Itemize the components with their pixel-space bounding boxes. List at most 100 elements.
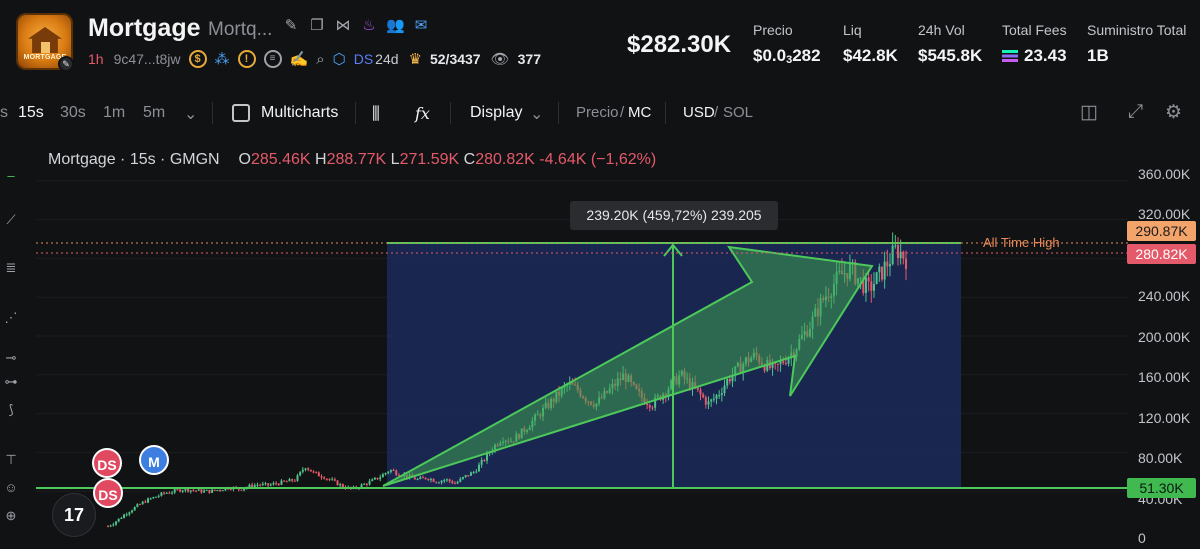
tradingview-logo-icon[interactable]: 17 bbox=[52, 493, 96, 537]
display-menu[interactable]: Display bbox=[470, 104, 523, 121]
candle-body bbox=[376, 477, 379, 480]
dollar-circle-icon[interactable]: $ bbox=[188, 50, 207, 68]
pattern-icon[interactable]: ⋰ bbox=[4, 310, 18, 325]
zoom-icon[interactable]: ⊕ bbox=[5, 508, 17, 523]
chat-icon[interactable]: ✉ bbox=[414, 17, 428, 34]
crosshair-icon[interactable]: – bbox=[7, 168, 15, 183]
candle-body bbox=[469, 472, 472, 476]
stat-label: Suministro Total bbox=[1087, 22, 1187, 38]
holders-count[interactable]: 52/3437 bbox=[429, 51, 481, 67]
fullscreen-icon[interactable]: ⤢ bbox=[1128, 101, 1144, 122]
candle-body bbox=[483, 459, 486, 461]
candle-body bbox=[248, 484, 251, 488]
toggle-separator: / bbox=[714, 104, 719, 121]
display-chevron-icon[interactable]: ⌄ bbox=[530, 106, 544, 123]
candle-body bbox=[477, 464, 480, 472]
token-symbol: Mortq... bbox=[208, 19, 273, 40]
candle-body bbox=[384, 472, 387, 475]
candle-body bbox=[141, 501, 144, 505]
multicharts-label[interactable]: Multicharts bbox=[261, 104, 339, 121]
usd-toggle[interactable]: USD bbox=[683, 104, 715, 121]
note-icon[interactable]: ✍ bbox=[289, 51, 309, 68]
trendline-icon[interactable]: ⟋ bbox=[6, 212, 16, 227]
interval-30s[interactable]: 30s bbox=[60, 104, 86, 121]
eye-icon: 👁 bbox=[490, 51, 510, 68]
price-chart[interactable] bbox=[24, 140, 1200, 549]
candle-body bbox=[899, 251, 902, 259]
mc-toggle[interactable]: MC bbox=[628, 104, 652, 121]
divider bbox=[665, 102, 666, 124]
candle-body bbox=[731, 374, 734, 382]
m-marker[interactable]: M bbox=[139, 445, 169, 475]
candle-body bbox=[299, 471, 302, 476]
candle-body bbox=[117, 518, 120, 522]
low-value: 271.59K bbox=[399, 151, 460, 168]
candle-body bbox=[702, 394, 705, 398]
ds-label[interactable]: DS bbox=[353, 51, 374, 67]
candle-body bbox=[256, 484, 259, 486]
market-cap: $282.30K bbox=[627, 31, 732, 58]
stat-value: $0.03282 bbox=[753, 46, 821, 66]
candle-body bbox=[277, 483, 280, 485]
interval-15s[interactable]: 15s bbox=[18, 104, 44, 121]
candle-body bbox=[472, 472, 475, 474]
candle-body bbox=[905, 258, 907, 270]
flame-icon[interactable]: ♨ bbox=[362, 17, 376, 34]
candle-body bbox=[147, 498, 150, 503]
text-icon[interactable]: ⊤ bbox=[5, 452, 17, 467]
candle-body bbox=[648, 404, 651, 408]
interval-5m[interactable]: 5m bbox=[143, 104, 166, 121]
brush-icon[interactable]: ⟆ bbox=[8, 402, 14, 417]
settings-gear-icon[interactable]: ⚙ bbox=[1165, 102, 1183, 123]
candle-body bbox=[864, 277, 867, 294]
camera-icon[interactable]: ◫ bbox=[1080, 102, 1098, 123]
users-icon[interactable]: 👥 bbox=[386, 17, 405, 34]
candle-body bbox=[285, 481, 288, 483]
token-logo[interactable]: MORTGAGE bbox=[16, 13, 73, 70]
fib-icon[interactable]: ≣ bbox=[5, 260, 17, 275]
ds-marker[interactable]: DS bbox=[93, 478, 123, 508]
divider bbox=[355, 102, 356, 124]
candle-body bbox=[136, 504, 139, 507]
candle-body bbox=[699, 389, 702, 395]
candle-body bbox=[440, 480, 443, 483]
candle-body bbox=[784, 363, 787, 365]
share-icon[interactable]: ⋈ bbox=[335, 17, 351, 34]
candle-body bbox=[272, 483, 275, 485]
interval-1m[interactable]: 1m bbox=[103, 104, 126, 121]
ruler-icon[interactable]: ⊶ bbox=[4, 374, 18, 389]
candle-body bbox=[253, 485, 256, 488]
price-toggle[interactable]: Precio bbox=[576, 104, 619, 121]
trend-arrow[interactable] bbox=[382, 245, 874, 487]
search-icon[interactable]: ⌕ bbox=[316, 50, 325, 68]
contract-address[interactable]: 9c47...t8jw bbox=[113, 51, 181, 67]
candle-body bbox=[870, 281, 873, 291]
warning-icon[interactable]: ! bbox=[237, 50, 256, 68]
candle-body bbox=[464, 475, 467, 477]
multicharts-checkbox[interactable] bbox=[232, 104, 250, 122]
interval-dropdown-icon[interactable]: ⌄ bbox=[184, 106, 198, 123]
candle-body bbox=[168, 492, 171, 494]
indicators-icon[interactable]: fx bbox=[415, 104, 430, 123]
candle-body bbox=[184, 488, 187, 491]
candle-body bbox=[696, 387, 699, 390]
list-icon[interactable]: ≡ bbox=[263, 50, 282, 68]
prev-interval-arrow[interactable]: s bbox=[0, 104, 8, 121]
candle-body bbox=[381, 474, 384, 478]
candles-icon[interactable]: ⫼ bbox=[372, 104, 380, 123]
nodes-icon[interactable]: ⁂ bbox=[214, 51, 230, 68]
candle-body bbox=[189, 490, 192, 492]
divider bbox=[558, 102, 559, 124]
edit-badge-icon[interactable]: ✎ bbox=[58, 56, 74, 72]
copy-icon[interactable]: ❐ bbox=[310, 17, 324, 34]
candle-body bbox=[163, 492, 166, 494]
open-value: 285.46K bbox=[250, 151, 311, 168]
sol-toggle[interactable]: SOL bbox=[723, 104, 754, 121]
edit-icon[interactable]: ✎ bbox=[284, 17, 298, 34]
candle-body bbox=[173, 489, 176, 493]
candle-body bbox=[427, 479, 430, 481]
smile-icon[interactable]: ☺ bbox=[4, 480, 18, 495]
ath-price-tag: 290.87K bbox=[1127, 221, 1196, 241]
path-icon[interactable]: ⊸ bbox=[5, 350, 17, 365]
ds-marker[interactable]: DS bbox=[92, 448, 122, 478]
